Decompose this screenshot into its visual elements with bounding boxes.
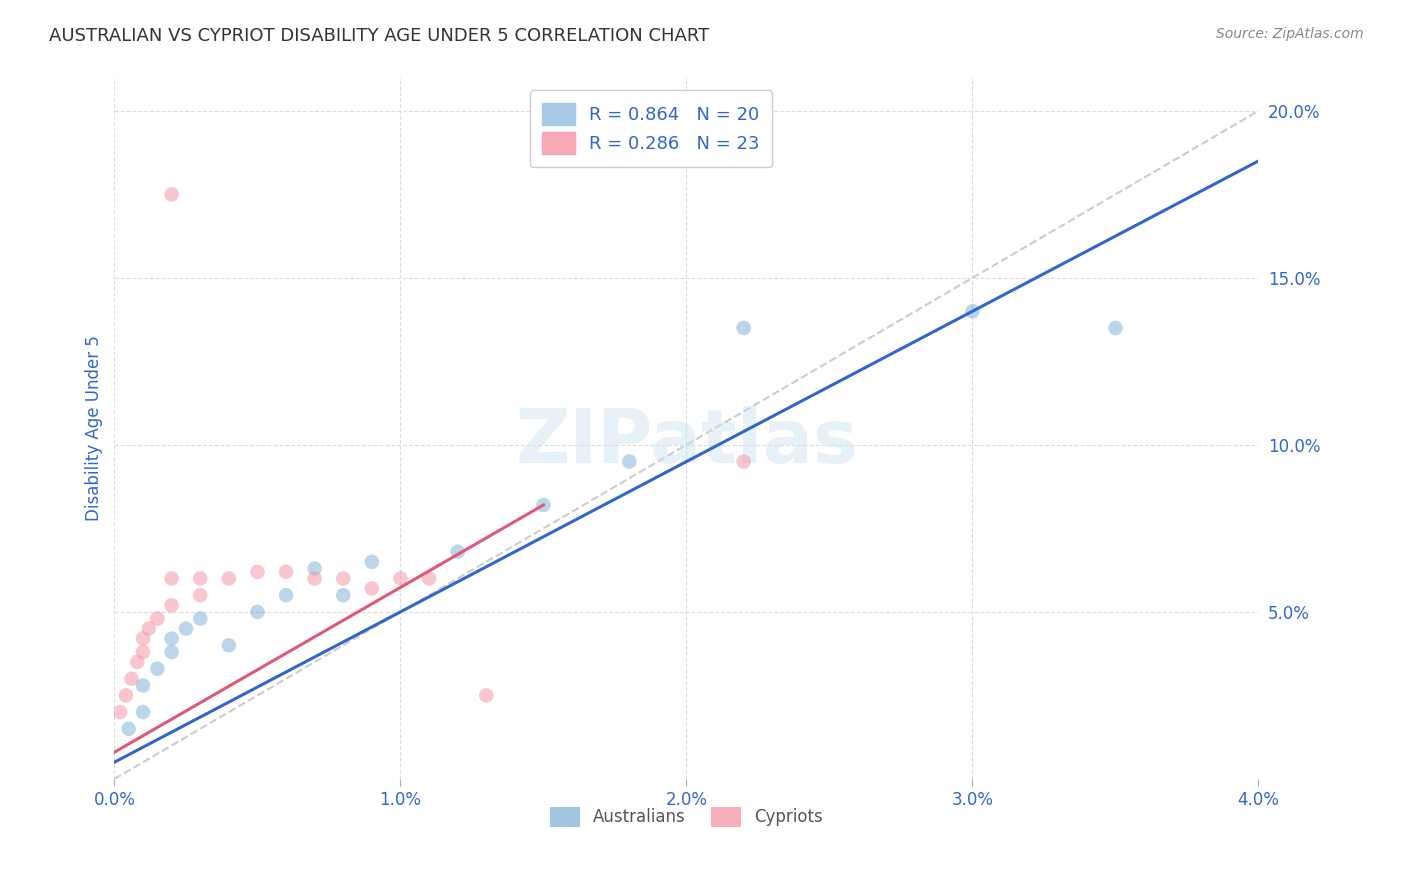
Point xyxy=(188,572,211,586)
Point xyxy=(160,645,183,659)
Point xyxy=(246,605,269,619)
Point xyxy=(418,572,440,586)
Point xyxy=(332,588,354,602)
Point xyxy=(160,632,183,646)
Text: ZIPatlas: ZIPatlas xyxy=(515,406,858,479)
Point xyxy=(118,722,141,736)
Point xyxy=(160,572,183,586)
Point xyxy=(733,454,755,468)
Point xyxy=(188,588,211,602)
Point xyxy=(962,304,984,318)
Point xyxy=(733,321,755,335)
Text: Source: ZipAtlas.com: Source: ZipAtlas.com xyxy=(1216,27,1364,41)
Point xyxy=(132,645,155,659)
Text: AUSTRALIAN VS CYPRIOT DISABILITY AGE UNDER 5 CORRELATION CHART: AUSTRALIAN VS CYPRIOT DISABILITY AGE UND… xyxy=(49,27,710,45)
Point xyxy=(174,622,197,636)
Point xyxy=(332,572,354,586)
Point xyxy=(1104,321,1126,335)
Point xyxy=(218,572,240,586)
Point xyxy=(132,632,155,646)
Point xyxy=(138,622,160,636)
Point xyxy=(160,598,183,612)
Point xyxy=(533,498,555,512)
Point xyxy=(246,565,269,579)
Point xyxy=(121,672,143,686)
Point xyxy=(360,555,382,569)
Point xyxy=(446,545,468,559)
Point xyxy=(274,588,297,602)
Point xyxy=(360,582,382,596)
Point xyxy=(389,572,412,586)
Point xyxy=(304,572,326,586)
Point xyxy=(146,662,169,676)
Point xyxy=(188,611,211,625)
Point xyxy=(304,561,326,575)
Point xyxy=(115,689,138,703)
Point xyxy=(108,705,131,719)
Point xyxy=(132,678,155,692)
Point xyxy=(127,655,149,669)
Point xyxy=(218,638,240,652)
Point xyxy=(132,705,155,719)
Legend: Australians, Cypriots: Australians, Cypriots xyxy=(543,800,830,834)
Point xyxy=(475,689,498,703)
Point xyxy=(619,454,641,468)
Point xyxy=(160,187,183,202)
Point xyxy=(146,611,169,625)
Point xyxy=(274,565,297,579)
Y-axis label: Disability Age Under 5: Disability Age Under 5 xyxy=(86,335,103,521)
